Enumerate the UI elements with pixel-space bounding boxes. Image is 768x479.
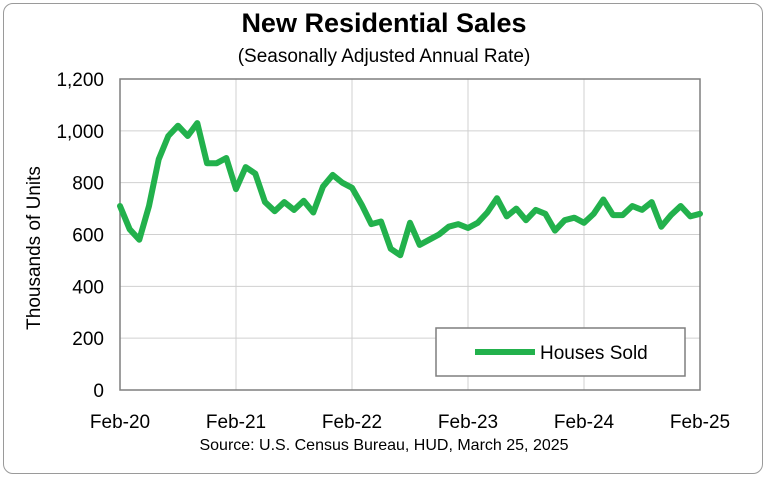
chart-title: New Residential Sales — [241, 8, 527, 38]
data-point — [351, 187, 353, 189]
data-point — [612, 214, 614, 216]
data-point — [515, 208, 517, 210]
data-point — [138, 239, 140, 241]
data-point — [177, 125, 179, 127]
data-point — [361, 204, 363, 206]
data-point — [390, 248, 392, 250]
x-tick-Feb-23: Feb-23 — [438, 412, 498, 433]
y-tick-1000: 1,000 — [56, 122, 104, 143]
y-tick-labels: 0 200 400 600 800 1,000 1,200 — [56, 70, 104, 402]
data-point — [322, 186, 324, 188]
data-point — [332, 174, 334, 176]
data-point — [399, 254, 401, 256]
chart-subtitle: (Seasonally Adjusted Annual Rate) — [237, 46, 531, 67]
series-points — [119, 122, 701, 256]
data-point — [651, 201, 653, 203]
data-point — [438, 234, 440, 235]
data-point — [148, 205, 150, 207]
series-line-houses-sold — [117, 120, 703, 259]
data-point — [457, 223, 459, 225]
x-tick-Feb-20: Feb-20 — [90, 412, 150, 433]
y-tick-0: 0 — [93, 381, 104, 402]
data-point — [573, 217, 575, 219]
data-point — [428, 239, 430, 241]
data-point — [477, 222, 479, 224]
data-point — [293, 209, 295, 211]
data-point — [602, 199, 604, 200]
data-point — [119, 205, 121, 207]
data-point — [370, 223, 372, 225]
data-point — [506, 215, 508, 217]
data-point — [206, 162, 208, 164]
data-point — [312, 212, 314, 213]
data-point — [670, 214, 672, 216]
data-point — [544, 213, 546, 215]
data-point — [225, 157, 227, 159]
y-tick-600: 600 — [72, 226, 104, 247]
data-point — [245, 166, 247, 168]
data-point — [680, 205, 682, 207]
data-point — [419, 244, 421, 246]
data-point — [564, 219, 566, 221]
data-point — [264, 201, 266, 203]
data-point — [525, 219, 527, 221]
y-tick-200: 200 — [72, 329, 104, 350]
data-point — [303, 200, 305, 202]
data-point — [216, 162, 218, 164]
data-point — [496, 197, 498, 199]
x-tick-Feb-21: Feb-21 — [206, 412, 266, 433]
y-tick-1200: 1,200 — [56, 70, 104, 91]
x-tick-Feb-24: Feb-24 — [554, 412, 615, 433]
chart-frame — [3, 3, 763, 474]
data-point — [631, 205, 633, 207]
data-point — [641, 209, 643, 211]
data-point — [622, 214, 624, 216]
x-tick-Feb-25: Feb-25 — [670, 412, 730, 433]
data-point — [583, 222, 585, 224]
data-point — [448, 226, 450, 228]
data-point — [689, 215, 691, 217]
data-point — [660, 226, 662, 228]
data-point — [196, 122, 198, 124]
y-tick-400: 400 — [72, 277, 104, 298]
data-point — [535, 209, 537, 211]
data-point — [274, 210, 276, 212]
data-point — [129, 228, 131, 230]
data-point — [554, 230, 556, 232]
x-tick-labels: Feb-20 Feb-21 Feb-22 Feb-23 Feb-24 Feb-25 — [90, 412, 730, 433]
plot-area-border — [119, 78, 701, 391]
x-tick-Feb-22: Feb-22 — [322, 412, 382, 433]
data-point — [283, 201, 285, 203]
source-note: Source: U.S. Census Bureau, HUD, March 2… — [199, 437, 569, 454]
data-point — [235, 188, 237, 190]
legend-label: Houses Sold — [540, 343, 648, 364]
y-axis-label: Thousands of Units — [24, 166, 45, 330]
data-point — [167, 135, 169, 137]
data-point — [467, 227, 469, 229]
y-tick-800: 800 — [72, 174, 104, 195]
data-point — [699, 213, 701, 215]
data-point — [380, 221, 382, 222]
legend: Houses Sold — [435, 327, 686, 377]
data-point — [409, 222, 411, 224]
data-point — [254, 173, 256, 175]
data-point — [187, 135, 189, 137]
data-point — [486, 212, 488, 213]
data-point — [341, 182, 343, 184]
data-point — [593, 213, 595, 215]
data-point — [158, 158, 160, 160]
